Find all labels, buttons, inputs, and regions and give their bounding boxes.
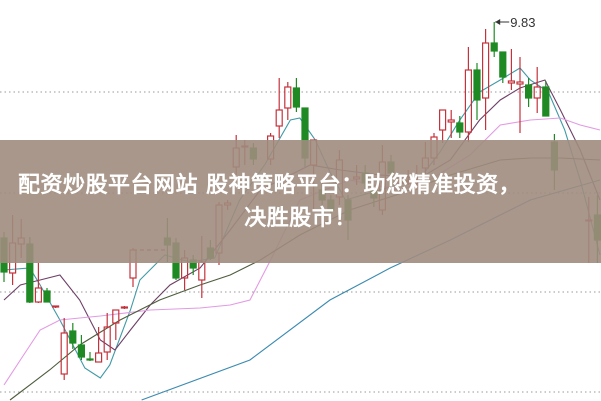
banner-title-line1: 配资炒股平台网站 股神策略平台：助您精准投资， <box>18 173 522 198</box>
candle-body <box>473 69 481 101</box>
high-price-label: 9.83 <box>510 15 535 30</box>
candle-down <box>69 323 77 349</box>
candle-body <box>94 352 103 363</box>
candle-body <box>284 86 292 109</box>
candle-up <box>516 57 524 133</box>
candle-body <box>51 305 60 308</box>
banner-title-line2: 决胜股市！ <box>244 206 357 231</box>
candle-body <box>43 290 51 303</box>
candle-up <box>447 110 455 138</box>
candle-up <box>103 313 111 360</box>
candle-up <box>94 327 103 363</box>
candle-body <box>292 87 300 108</box>
candle-body <box>103 326 111 353</box>
candle-up <box>533 67 541 113</box>
candle-body <box>439 109 447 131</box>
candle-body <box>524 84 533 99</box>
candle-body <box>198 261 206 281</box>
candle-body <box>120 306 129 309</box>
candle-body <box>507 80 515 84</box>
candle-body <box>77 344 86 358</box>
candle-up <box>507 49 515 90</box>
candle-up <box>112 309 120 340</box>
candle-body <box>516 81 524 85</box>
candle-down <box>43 288 51 303</box>
candle-body <box>34 287 43 303</box>
candle-body <box>456 122 464 133</box>
overlay-banner <box>0 140 601 263</box>
candle-up <box>51 305 60 308</box>
candle-body <box>60 332 68 375</box>
candle-up <box>464 47 472 142</box>
annotations: 9.83 <box>495 15 536 30</box>
candle-down <box>542 81 550 117</box>
candle-up <box>34 263 43 303</box>
candle-body <box>542 86 550 117</box>
candle-down <box>86 352 94 361</box>
candle-up <box>60 318 68 380</box>
candle-body <box>275 109 283 127</box>
candle-body <box>464 69 472 133</box>
candle-down <box>524 78 533 107</box>
candle-body <box>447 119 455 123</box>
candle-up <box>439 109 447 143</box>
candle-body <box>490 42 498 52</box>
candle-body <box>112 309 120 324</box>
candle-body <box>69 330 77 344</box>
candle-down <box>499 51 507 83</box>
candle-body <box>533 86 541 99</box>
candle-body <box>499 51 507 78</box>
candle-up <box>482 29 490 130</box>
candle-down <box>456 116 464 138</box>
candle-up <box>284 82 292 120</box>
candle-down <box>473 63 481 120</box>
candle-up <box>120 306 129 309</box>
candle-down <box>292 78 300 112</box>
candle-down <box>490 22 498 57</box>
candle-down <box>77 335 86 360</box>
arrow-left-icon <box>495 19 501 25</box>
candle-up <box>275 78 283 138</box>
candle-body <box>482 42 490 99</box>
candle-body <box>86 358 94 361</box>
